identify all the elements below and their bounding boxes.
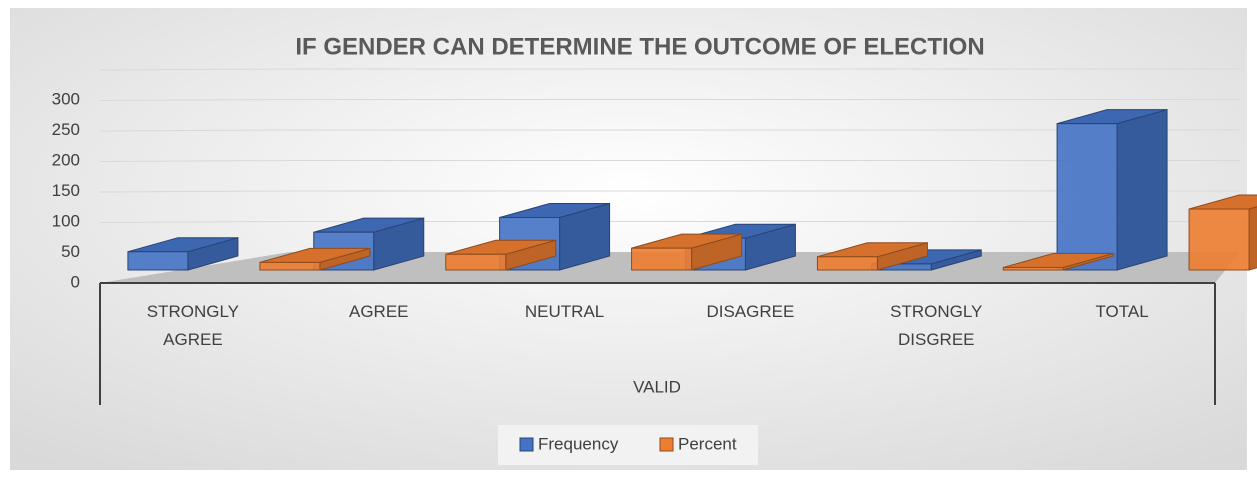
grid-line <box>99 190 1240 193</box>
x-tick-label: NEUTRAL <box>524 302 605 321</box>
bar <box>127 237 239 271</box>
bar-front <box>445 253 507 271</box>
y-tick-label: 300 <box>52 89 80 108</box>
legend-box <box>498 425 758 465</box>
x-tick-label: AGREE <box>348 302 409 321</box>
grid-line <box>99 160 1240 162</box>
legend-label: Percent <box>678 434 737 453</box>
bar-front <box>631 247 693 271</box>
legend-swatch <box>659 437 674 452</box>
y-tick-label: 150 <box>52 181 80 200</box>
x-tick-label: STRONGLY AGREE <box>146 302 240 349</box>
x-tick-label: TOTAL <box>1095 302 1149 321</box>
grid-line <box>99 129 1240 132</box>
bar-front <box>1002 266 1064 271</box>
legend-swatch <box>519 437 534 452</box>
bar <box>259 247 371 271</box>
bar-front <box>1056 123 1118 271</box>
grid-line <box>99 68 1240 71</box>
legend-label: Frequency <box>538 434 619 453</box>
bar <box>631 233 743 271</box>
grid-line <box>99 221 1240 223</box>
x-tick-label: DISAGREE <box>706 302 795 321</box>
bar <box>816 242 928 271</box>
bar-front <box>816 256 878 271</box>
x-tick-label: STRONGLY DISGREE <box>890 302 983 349</box>
bar <box>445 239 557 271</box>
y-tick-label: 250 <box>52 120 80 139</box>
bar-front <box>127 251 189 271</box>
y-tick-label: 200 <box>52 150 80 169</box>
bar <box>1002 252 1114 271</box>
y-tick-label: 0 <box>71 272 80 291</box>
y-tick-label: 50 <box>61 242 80 261</box>
chart-title: IF GENDER CAN DETERMINE THE OUTCOME OF E… <box>295 33 984 60</box>
y-tick-label: 100 <box>52 211 80 230</box>
group-label: VALID <box>633 377 681 396</box>
bar-front <box>1188 208 1250 271</box>
grid-line <box>99 99 1240 101</box>
bar <box>1056 108 1168 271</box>
bar <box>1188 194 1257 271</box>
bar-side <box>1116 108 1168 271</box>
bar-front <box>259 261 321 271</box>
